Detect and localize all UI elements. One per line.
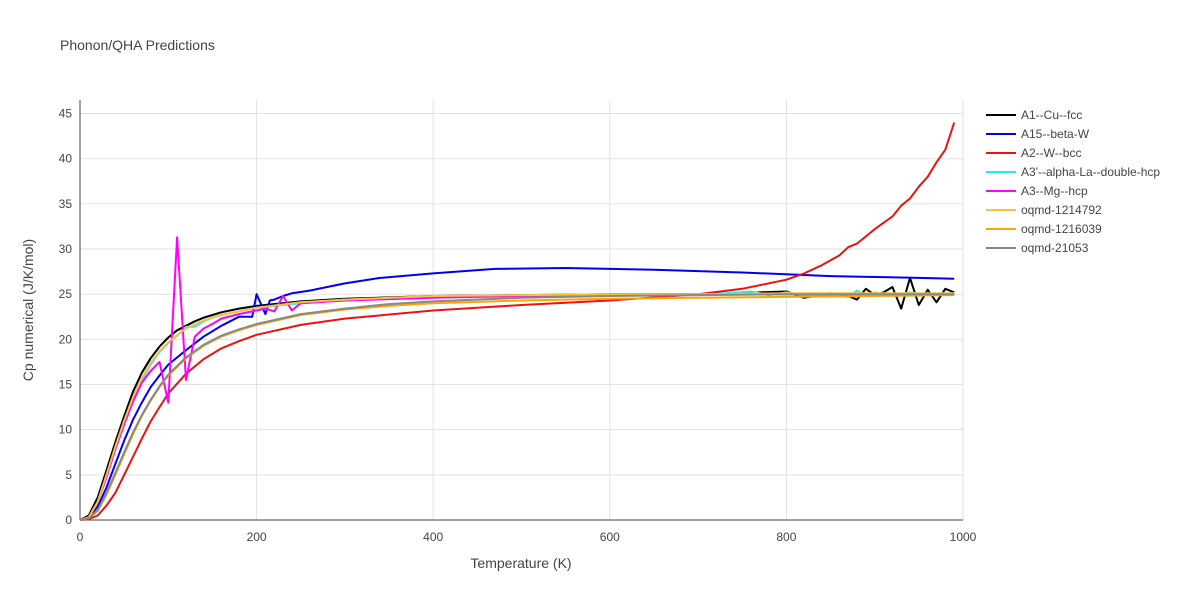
y-tick-label: 25 — [59, 287, 73, 301]
series-line-1 — [79, 267, 955, 521]
axes: 0 5 10 15 20 25 30 35 40 45 0 200 400 600 800 1000 — [59, 100, 977, 544]
legend-label: oqmd-1214792 — [1021, 203, 1102, 217]
legend-label: A3'--alpha-La--double-hcp — [1021, 165, 1160, 179]
legend-item[interactable]: A3'--alpha-La--double-hcp — [986, 165, 1160, 179]
y-tick-label: 45 — [59, 107, 73, 121]
x-tick-label: 600 — [600, 530, 620, 544]
legend-label: oqmd-1216039 — [1021, 222, 1102, 236]
legend-label: A1--Cu--fcc — [1021, 108, 1082, 122]
series-line-5 — [79, 292, 955, 521]
legend-item[interactable]: oqmd-1214792 — [986, 203, 1102, 217]
y-tick-label: 40 — [59, 152, 73, 166]
y-tick-label: 5 — [65, 468, 72, 482]
x-tick-label: 0 — [77, 530, 84, 544]
y-tick-label: 10 — [59, 423, 73, 437]
x-tick-label: 1000 — [950, 530, 977, 544]
y-tick-label: 20 — [59, 332, 73, 346]
y-tick-label: 15 — [59, 378, 73, 392]
y-tick-label: 35 — [59, 197, 73, 211]
y-tick-label: 0 — [65, 513, 72, 527]
legend-item[interactable]: A1--Cu--fcc — [986, 108, 1082, 122]
x-tick-label: 800 — [776, 530, 796, 544]
legend-label: oqmd-21053 — [1021, 241, 1089, 255]
legend-item[interactable]: oqmd-1216039 — [986, 222, 1102, 236]
legend-item[interactable]: A15--beta-W — [986, 127, 1090, 141]
chart-title: Phonon/QHA Predictions — [60, 37, 215, 53]
series-line-6 — [79, 294, 955, 521]
y-tick-label: 30 — [59, 242, 73, 256]
legend-item[interactable]: A2--W--bcc — [986, 146, 1081, 160]
legend-item[interactable]: A3--Mg--hcp — [986, 184, 1088, 198]
x-tick-label: 400 — [423, 530, 443, 544]
grid — [80, 100, 964, 520]
legend-label: A3--Mg--hcp — [1021, 184, 1088, 198]
x-tick-label: 200 — [247, 530, 267, 544]
legend-label: A15--beta-W — [1021, 127, 1090, 141]
series-line-7 — [79, 293, 955, 521]
plot-area — [79, 122, 956, 521]
x-axis-label: Temperature (K) — [470, 555, 571, 571]
series-line-2 — [79, 122, 956, 521]
series-line-0 — [79, 276, 955, 521]
legend[interactable]: A1--Cu--fcc A15--beta-W A2--W--bcc A3'--alp… — [986, 108, 1160, 255]
legend-item[interactable]: oqmd-21053 — [986, 241, 1089, 255]
series-line-4 — [79, 236, 955, 521]
y-axis-label: Cp numerical (J/K/mol) — [20, 239, 36, 381]
legend-label: A2--W--bcc — [1021, 146, 1081, 160]
